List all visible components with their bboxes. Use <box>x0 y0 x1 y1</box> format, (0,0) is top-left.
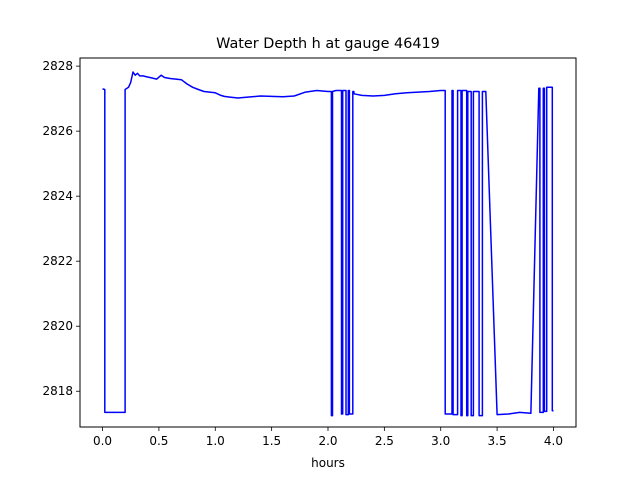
x-tick-label: 0.0 <box>93 434 112 448</box>
x-axis: 0.0 0.5 1.0 1.5 2.0 2.5 3.0 3.5 4.0 <box>93 427 563 448</box>
x-tick-label: 1.0 <box>206 434 225 448</box>
series-layer <box>102 71 554 417</box>
x-tick-label: 1.5 <box>262 434 281 448</box>
x-tick-label: 2.0 <box>318 434 337 448</box>
x-axis-label: hours <box>311 456 345 470</box>
y-tick-label: 2820 <box>42 319 73 333</box>
y-tick-label: 2824 <box>42 189 73 203</box>
x-tick-label: 2.5 <box>375 434 394 448</box>
y-tick-label: 2828 <box>42 59 73 73</box>
y-tick-label: 2826 <box>42 124 73 138</box>
x-tick-label: 0.5 <box>149 434 168 448</box>
chart-title: Water Depth h at gauge 46419 <box>216 36 440 52</box>
series-line-0 <box>102 71 554 417</box>
y-tick-label: 2818 <box>42 384 73 398</box>
y-axis: 2818 2820 2822 2824 2826 2828 <box>42 59 80 398</box>
x-tick-label: 3.5 <box>488 434 507 448</box>
y-tick-label: 2822 <box>42 254 73 268</box>
x-tick-label: 4.0 <box>544 434 563 448</box>
x-tick-label: 3.0 <box>431 434 450 448</box>
